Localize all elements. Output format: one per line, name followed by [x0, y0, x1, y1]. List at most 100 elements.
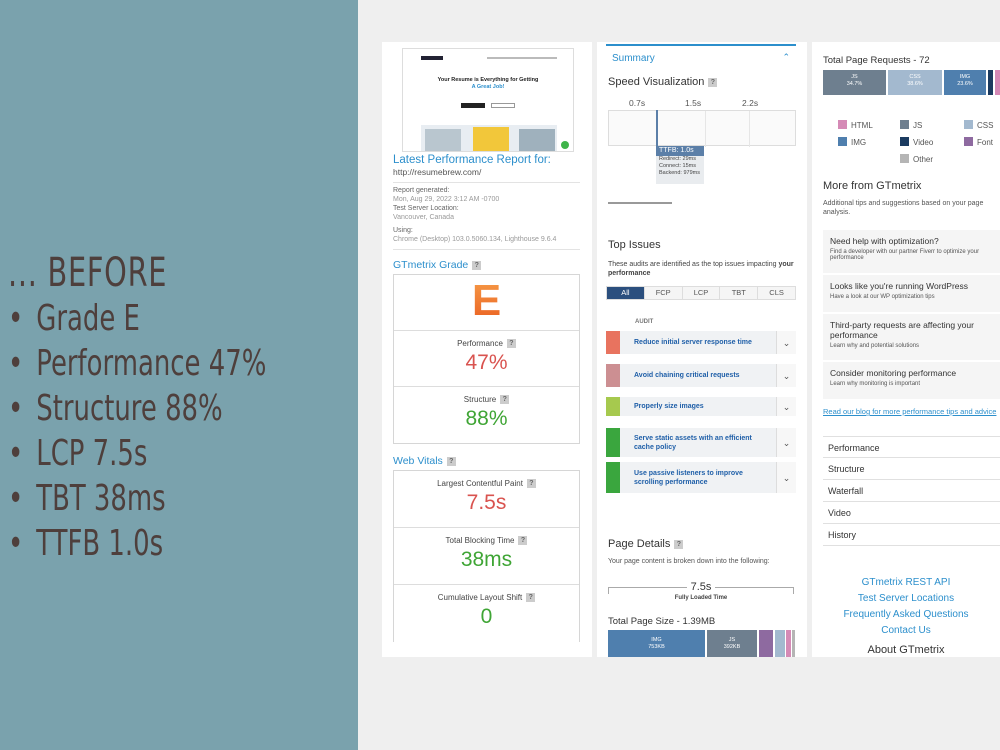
- audit-severity-bar: [606, 428, 620, 457]
- chevron-up-icon[interactable]: ⌃: [782, 52, 790, 62]
- chevron-down-icon[interactable]: ⌄: [776, 397, 796, 416]
- audit-row[interactable]: Serve static assets with an efficient ca…: [606, 428, 796, 458]
- details-title: Page Details?: [608, 538, 684, 550]
- audit-label[interactable]: Serve static assets with an efficient ca…: [634, 434, 752, 451]
- site-button-primary: [461, 103, 485, 108]
- audit-label[interactable]: Avoid chaining critical requests: [634, 372, 740, 379]
- vitals-card: Largest Contentful Paint? 7.5s Total Blo…: [393, 470, 580, 642]
- help-icon[interactable]: ?: [500, 395, 510, 405]
- tab-lcp[interactable]: LCP: [682, 287, 721, 299]
- frames-scrollbar[interactable]: [608, 202, 672, 204]
- tip-card[interactable]: Third-party requests are affecting your …: [823, 314, 1000, 361]
- footer-link-api[interactable]: GTmetrix REST API: [861, 577, 951, 588]
- tip-subtitle: Learn why monitoring is important: [830, 381, 921, 387]
- site-button-secondary: [491, 103, 515, 108]
- help-icon[interactable]: ?: [506, 339, 516, 349]
- size-segment-img[interactable]: IMG 753KB: [608, 630, 705, 657]
- section-performance[interactable]: Performance: [823, 436, 1000, 458]
- slide-bullets: Grade E Performance 47% Structure 88% LC…: [8, 296, 339, 566]
- vitals-title: Web Vitals?: [393, 455, 456, 467]
- req-segment-video[interactable]: [988, 70, 993, 95]
- req-segment-css[interactable]: CSS 38.6%: [888, 70, 942, 95]
- legend-item: HTML: [838, 120, 873, 130]
- report-url[interactable]: http://resumebrew.com/: [393, 167, 482, 177]
- req-segment-html[interactable]: [995, 70, 1000, 95]
- section-waterfall[interactable]: Waterfall: [823, 480, 1000, 502]
- section-structure[interactable]: Structure: [823, 458, 1000, 480]
- grade-cell: E: [394, 275, 579, 331]
- footer-link-locations[interactable]: Test Server Locations: [857, 593, 955, 604]
- using-label: Using:: [393, 227, 413, 234]
- audit-header: AUDIT: [635, 319, 654, 325]
- performance-cell: Performance? 47%: [394, 331, 579, 387]
- tick-label: 2.2s: [742, 98, 759, 108]
- req-segment-js[interactable]: JS 34.7%: [823, 70, 886, 95]
- cls-value: 0: [480, 605, 493, 629]
- speed-title: Speed Visualization?: [608, 76, 718, 88]
- audit-row[interactable]: Avoid chaining critical requests ⌄: [606, 364, 796, 388]
- bullet-performance: Performance 47%: [8, 341, 339, 386]
- size-segment-css[interactable]: [775, 630, 785, 657]
- size-img-label: IMG: [651, 637, 662, 643]
- more-title: More from GTmetrix: [823, 180, 922, 192]
- audit-label[interactable]: Properly size images: [634, 403, 704, 410]
- help-icon[interactable]: ?: [518, 536, 528, 546]
- audit-severity-bar: [606, 364, 620, 387]
- tip-card[interactable]: Need help with optimization? Find a devel…: [823, 230, 1000, 274]
- audit-severity-bar: [606, 331, 620, 354]
- ttfb-backend: Backend: 979ms: [659, 170, 700, 176]
- help-icon[interactable]: ?: [708, 77, 718, 87]
- audit-row[interactable]: Use passive listeners to improve scrolli…: [606, 462, 796, 494]
- legend-swatch: [900, 154, 909, 163]
- location-value: Vancouver, Canada: [393, 214, 454, 221]
- lcp-value: 7.5s: [466, 491, 507, 515]
- site-headline-line1: Your Resume is Everything for Getting: [437, 77, 539, 83]
- footer-link-contact[interactable]: Contact Us: [881, 625, 931, 636]
- size-segment-other[interactable]: [792, 630, 795, 657]
- issues-title: Top Issues: [608, 239, 661, 251]
- size-segment-font[interactable]: [759, 630, 773, 657]
- footer-link-faq[interactable]: Frequently Asked Questions: [843, 609, 969, 620]
- blog-link[interactable]: Read our blog for more performance tips …: [823, 407, 997, 416]
- size-segment-html[interactable]: [786, 630, 791, 657]
- tab-all[interactable]: All: [607, 287, 645, 299]
- section-history[interactable]: History: [823, 524, 1000, 546]
- summary-tab[interactable]: Summary ⌃: [606, 44, 796, 70]
- chevron-down-icon[interactable]: ⌄: [776, 364, 796, 387]
- slide-text: ... BEFORE Grade E Performance 47% Struc…: [8, 250, 339, 566]
- ttfb-redirect: Redirect: 29ms: [659, 156, 696, 162]
- chevron-down-icon[interactable]: ⌄: [776, 331, 796, 354]
- tip-card[interactable]: Consider monitoring performance Learn why…: [823, 362, 1000, 400]
- legend-swatch: [900, 137, 909, 146]
- audit-row[interactable]: Properly size images ⌄: [606, 397, 796, 417]
- chevron-down-icon[interactable]: ⌄: [776, 462, 796, 493]
- req-segment-img[interactable]: IMG 23.6%: [944, 70, 986, 95]
- size-stack: IMG 753KB JS 392KB: [608, 630, 796, 657]
- ttfb-label: TTFB: 1.0s: [656, 146, 704, 156]
- tab-cls[interactable]: CLS: [758, 287, 795, 299]
- site-thumb-2: [473, 127, 509, 151]
- audit-row[interactable]: Reduce initial server response time ⌄: [606, 331, 796, 355]
- speed-title-text: Speed Visualization: [608, 76, 705, 88]
- help-icon[interactable]: ?: [472, 260, 482, 270]
- site-screenshot[interactable]: Your Resume is Everything for Getting A G…: [402, 48, 574, 152]
- audit-severity-bar: [606, 397, 620, 416]
- structure-value: 88%: [465, 407, 508, 431]
- tip-card[interactable]: Looks like you're running WordPress Have …: [823, 275, 1000, 313]
- chevron-down-icon[interactable]: ⌄: [776, 428, 796, 457]
- help-icon[interactable]: ?: [526, 593, 536, 603]
- audit-label[interactable]: Use passive listeners to improve scrolli…: [634, 469, 743, 486]
- tab-tbt[interactable]: TBT: [720, 287, 759, 299]
- size-segment-js[interactable]: JS 392KB: [707, 630, 757, 657]
- speed-frames: [608, 110, 796, 147]
- help-icon[interactable]: ?: [526, 479, 536, 489]
- issue-tabs: All FCP LCP TBT CLS: [606, 286, 796, 300]
- section-video[interactable]: Video: [823, 502, 1000, 524]
- legend-label: HTML: [851, 121, 873, 130]
- help-icon[interactable]: ?: [674, 539, 684, 549]
- tab-fcp[interactable]: FCP: [644, 287, 683, 299]
- help-icon[interactable]: ?: [446, 456, 456, 466]
- audit-label[interactable]: Reduce initial server response time: [634, 339, 752, 346]
- legend-swatch: [838, 120, 847, 129]
- site-thumb-3: [519, 129, 555, 151]
